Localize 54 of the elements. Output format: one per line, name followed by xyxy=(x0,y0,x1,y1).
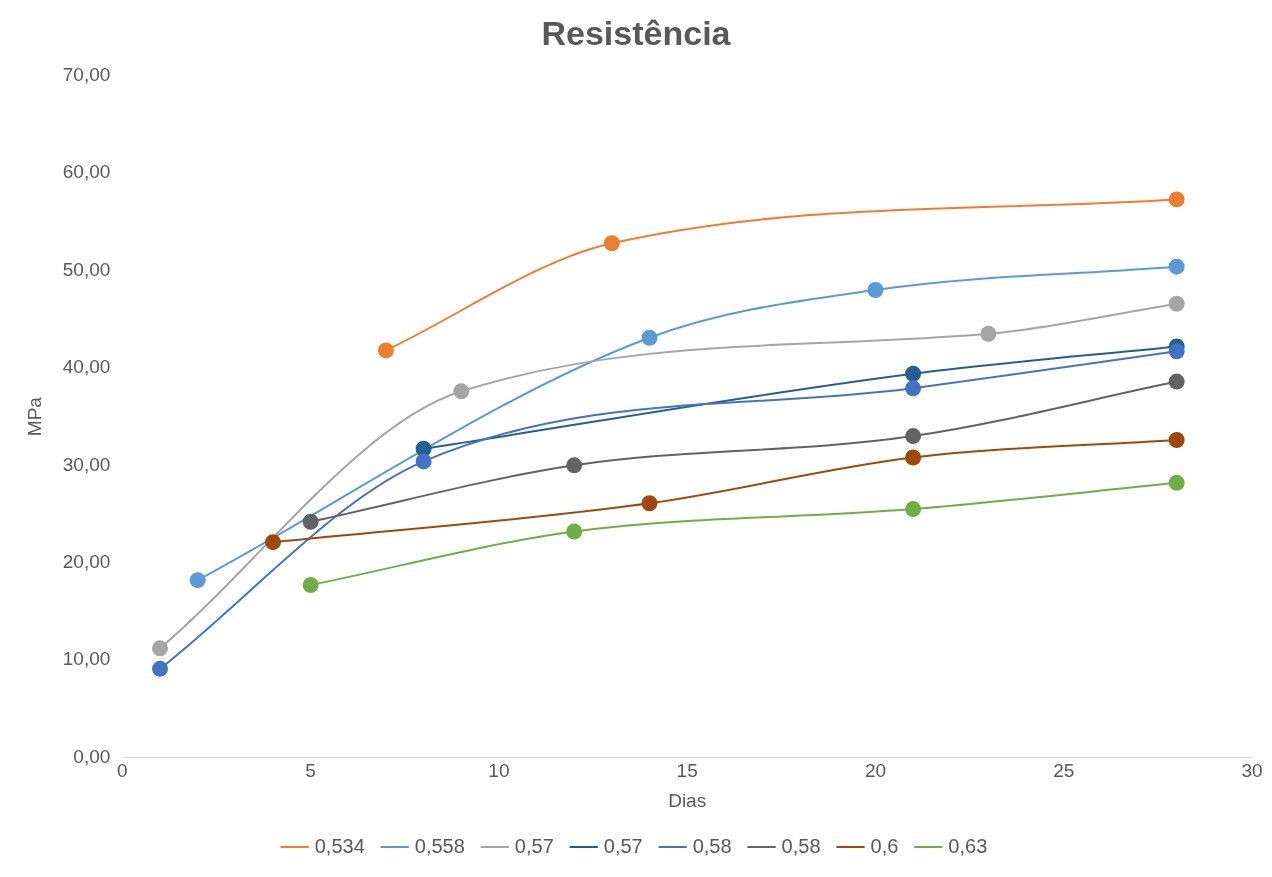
point xyxy=(905,380,922,397)
y-tick-label: 10,00 xyxy=(62,648,111,670)
point xyxy=(1168,474,1185,491)
y-tick-label: 60,00 xyxy=(62,161,111,183)
point xyxy=(415,453,432,470)
x-tick-label: 15 xyxy=(676,760,698,782)
point xyxy=(264,534,281,551)
point xyxy=(1168,343,1185,360)
legend-label: 0,58 xyxy=(781,834,821,857)
legend-label: 0,6 xyxy=(870,834,899,857)
y-tick-label: 50,00 xyxy=(62,258,111,280)
point xyxy=(1168,295,1185,312)
point xyxy=(1168,373,1185,390)
point xyxy=(302,513,319,530)
point xyxy=(905,365,922,382)
x-tick-label: 20 xyxy=(864,760,887,782)
point xyxy=(603,235,620,252)
y-tick-label: 0,00 xyxy=(73,745,111,767)
x-tick-label: 10 xyxy=(488,760,510,782)
x-tick-label: 0 xyxy=(117,760,128,782)
point xyxy=(905,449,922,466)
x-tick-label: 25 xyxy=(1053,760,1075,782)
point xyxy=(566,457,583,474)
y-tick-label: 20,00 xyxy=(62,550,111,572)
point xyxy=(905,501,922,518)
legend-label: 0,534 xyxy=(314,834,365,857)
y-axis-title: MPa xyxy=(23,396,45,437)
point xyxy=(566,523,583,540)
point xyxy=(867,282,884,299)
point xyxy=(302,577,319,594)
point xyxy=(905,428,922,445)
legend-label: 0,58 xyxy=(692,834,732,857)
y-tick-label: 40,00 xyxy=(62,356,111,378)
point xyxy=(641,495,658,512)
y-tick-label: 30,00 xyxy=(62,453,111,475)
point xyxy=(152,660,168,677)
legend-label: 0,57 xyxy=(603,834,643,857)
point xyxy=(189,572,206,589)
legend-label: 0,57 xyxy=(514,834,554,857)
legend-label: 0,558 xyxy=(414,834,465,857)
point xyxy=(152,640,168,657)
y-tick-label: 70,00 xyxy=(62,64,111,86)
x-axis-title: Dias xyxy=(668,789,707,811)
point xyxy=(980,325,997,342)
x-tick-label: 5 xyxy=(305,760,316,782)
chart-title: Resistência xyxy=(541,13,732,52)
point xyxy=(1168,258,1185,275)
point xyxy=(377,342,394,359)
legend-label: 0,63 xyxy=(948,834,988,857)
point xyxy=(1168,431,1185,448)
point xyxy=(453,383,470,400)
x-tick-label: 30 xyxy=(1241,760,1263,782)
point xyxy=(641,329,658,346)
point xyxy=(1168,191,1185,208)
